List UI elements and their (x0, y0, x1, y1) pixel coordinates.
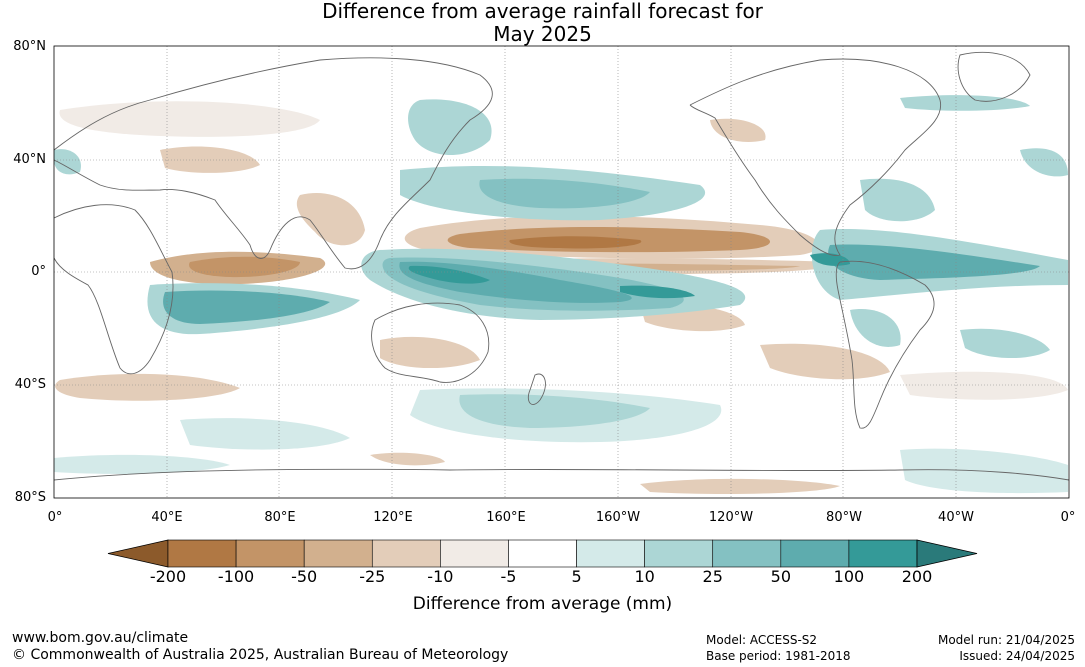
lon-label: 120°E (373, 510, 413, 525)
north-america-outline (689, 58, 942, 256)
coastlines (54, 52, 1069, 481)
map-frame (53, 45, 1070, 499)
new-zealand-outline (527, 373, 546, 405)
dry-region (59, 101, 320, 137)
wet-region (479, 178, 650, 209)
lat-label: 80°N (13, 39, 46, 54)
wet-region (54, 454, 230, 474)
wet-region (860, 178, 935, 222)
colorbar-extend-min (107, 539, 169, 568)
wet-region (960, 328, 1050, 359)
title-line-2: May 2025 (493, 22, 592, 46)
lon-label: 40°E (151, 510, 183, 525)
wet-region (1020, 148, 1068, 177)
colorbar-bin (167, 539, 237, 568)
colorbar-tick-label: 50 (770, 567, 791, 586)
colorbar-bin (780, 539, 850, 568)
colorbar-tick-label: 10 (634, 567, 655, 586)
lat-label: 80°S (14, 490, 46, 505)
wet-region (900, 95, 1030, 111)
colorbar-tick-label: -100 (217, 567, 255, 586)
lon-label: 160°W (595, 510, 641, 525)
dry-region (640, 478, 840, 494)
lon-label: 80°E (264, 510, 296, 525)
lat-label: 40°S (14, 377, 46, 392)
south-america-outline (835, 260, 935, 429)
anomaly-field (54, 95, 1068, 494)
base-period: Base period: 1981-2018 (706, 649, 851, 663)
colorbar-tick-label: 25 (702, 567, 723, 586)
colorbar-label: Difference from average (mm) (412, 594, 673, 614)
greenland-outline (957, 52, 1031, 102)
lat-label: 40°N (13, 152, 46, 167)
lon-label: 160°E (486, 510, 526, 525)
lon-label: 40°W (938, 510, 974, 525)
colorbar-tick-label: -50 (291, 567, 318, 586)
colorbar-tick-label: -200 (149, 567, 187, 586)
dry-region (55, 373, 241, 401)
wet-region (828, 244, 1040, 280)
footer-dates: Model run: 21/04/2025 Issued: 24/04/2025 (938, 632, 1075, 664)
chart-title: Difference from average rainfall forecas… (0, 0, 1085, 46)
dry-region (296, 193, 365, 246)
colorbar-bin (235, 539, 305, 568)
model-name: Model: ACCESS-S2 (706, 633, 818, 647)
antarctica-outline (54, 468, 1069, 481)
dry-region (760, 343, 890, 380)
footer-model-info: Model: ACCESS-S2 Base period: 1981-2018 (706, 632, 851, 664)
colorbar-tick-label: -5 (500, 567, 517, 586)
map-gridlines (54, 46, 1069, 498)
wet-region (620, 285, 695, 299)
lat-label: 0° (31, 264, 46, 279)
wet-region (180, 418, 350, 450)
colorbar-bin (371, 539, 441, 568)
model-run-date: Model run: 21/04/2025 (937, 633, 1075, 647)
wet-region (408, 99, 492, 155)
colorbar-bin (848, 539, 918, 568)
wet-region (54, 149, 81, 175)
colorbar-tick-label: 200 (901, 567, 933, 586)
lon-label: 0° (47, 510, 63, 525)
bom-url-link[interactable]: www.bom.gov.au/climate (12, 630, 189, 646)
dry-region (900, 371, 1068, 400)
wet-region (850, 309, 901, 347)
dry-region (380, 336, 480, 369)
title-line-1: Difference from average rainfall forecas… (322, 0, 763, 23)
lon-label: 120°W (708, 510, 754, 525)
colorbar-tick-label: -25 (359, 567, 386, 586)
footer-left: www.bom.gov.au/climate © Commonwealth of… (12, 630, 508, 664)
colorbar-bin (644, 539, 714, 568)
wet-region (163, 290, 330, 324)
colorbar-bin (508, 539, 577, 568)
lon-label: 0° (1060, 510, 1076, 525)
australia-outline (371, 302, 490, 383)
copyright-text: © Commonwealth of Australia 2025, Austra… (12, 647, 509, 663)
wet-region (810, 253, 850, 266)
colorbar-bin (303, 539, 373, 568)
dry-region (509, 236, 642, 249)
colorbar-tick-label: 100 (833, 567, 865, 586)
colorbar-extend-max (916, 539, 978, 568)
colorbar-tick-label: -10 (427, 567, 454, 586)
dry-region (370, 452, 445, 466)
wet-region (408, 265, 490, 284)
wet-region (459, 394, 650, 428)
africa-outline (54, 204, 174, 375)
issued-date: Issued: 24/04/2025 (959, 649, 1075, 663)
colorbar-bin (576, 539, 645, 568)
colorbar-tick-label: 5 (571, 567, 582, 586)
europe-asia-outline (54, 57, 493, 270)
colorbar-bin (440, 539, 509, 568)
dry-region (710, 118, 766, 142)
colorbar-bin (712, 539, 782, 568)
lon-label: 80°W (826, 510, 862, 525)
